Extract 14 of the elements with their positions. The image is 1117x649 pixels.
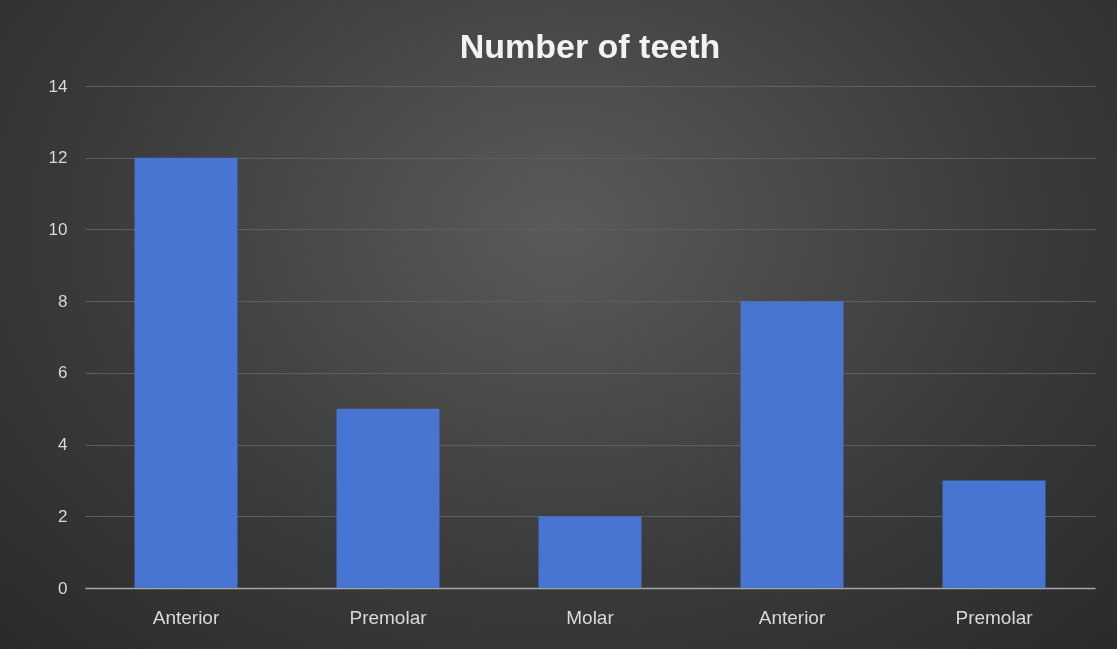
x-tick-label: Premolar xyxy=(349,606,428,628)
x-tick-label: Anterior xyxy=(758,606,826,628)
y-tick-label: 8 xyxy=(58,291,68,311)
x-tick-label: Molar xyxy=(566,606,615,628)
x-tick-label: Premolar xyxy=(955,606,1034,628)
chart-title: Number of teeth xyxy=(459,27,721,65)
y-tick-label: 2 xyxy=(58,506,68,526)
y-tick-label: 0 xyxy=(58,578,68,598)
y-tick-label: 4 xyxy=(58,435,68,455)
y-tick-label: 10 xyxy=(48,219,68,239)
y-tick-label: 6 xyxy=(58,363,68,383)
x-tick-label: Anterior xyxy=(152,606,220,628)
y-tick-label: 14 xyxy=(48,76,68,96)
y-tick-label: 12 xyxy=(48,148,68,168)
